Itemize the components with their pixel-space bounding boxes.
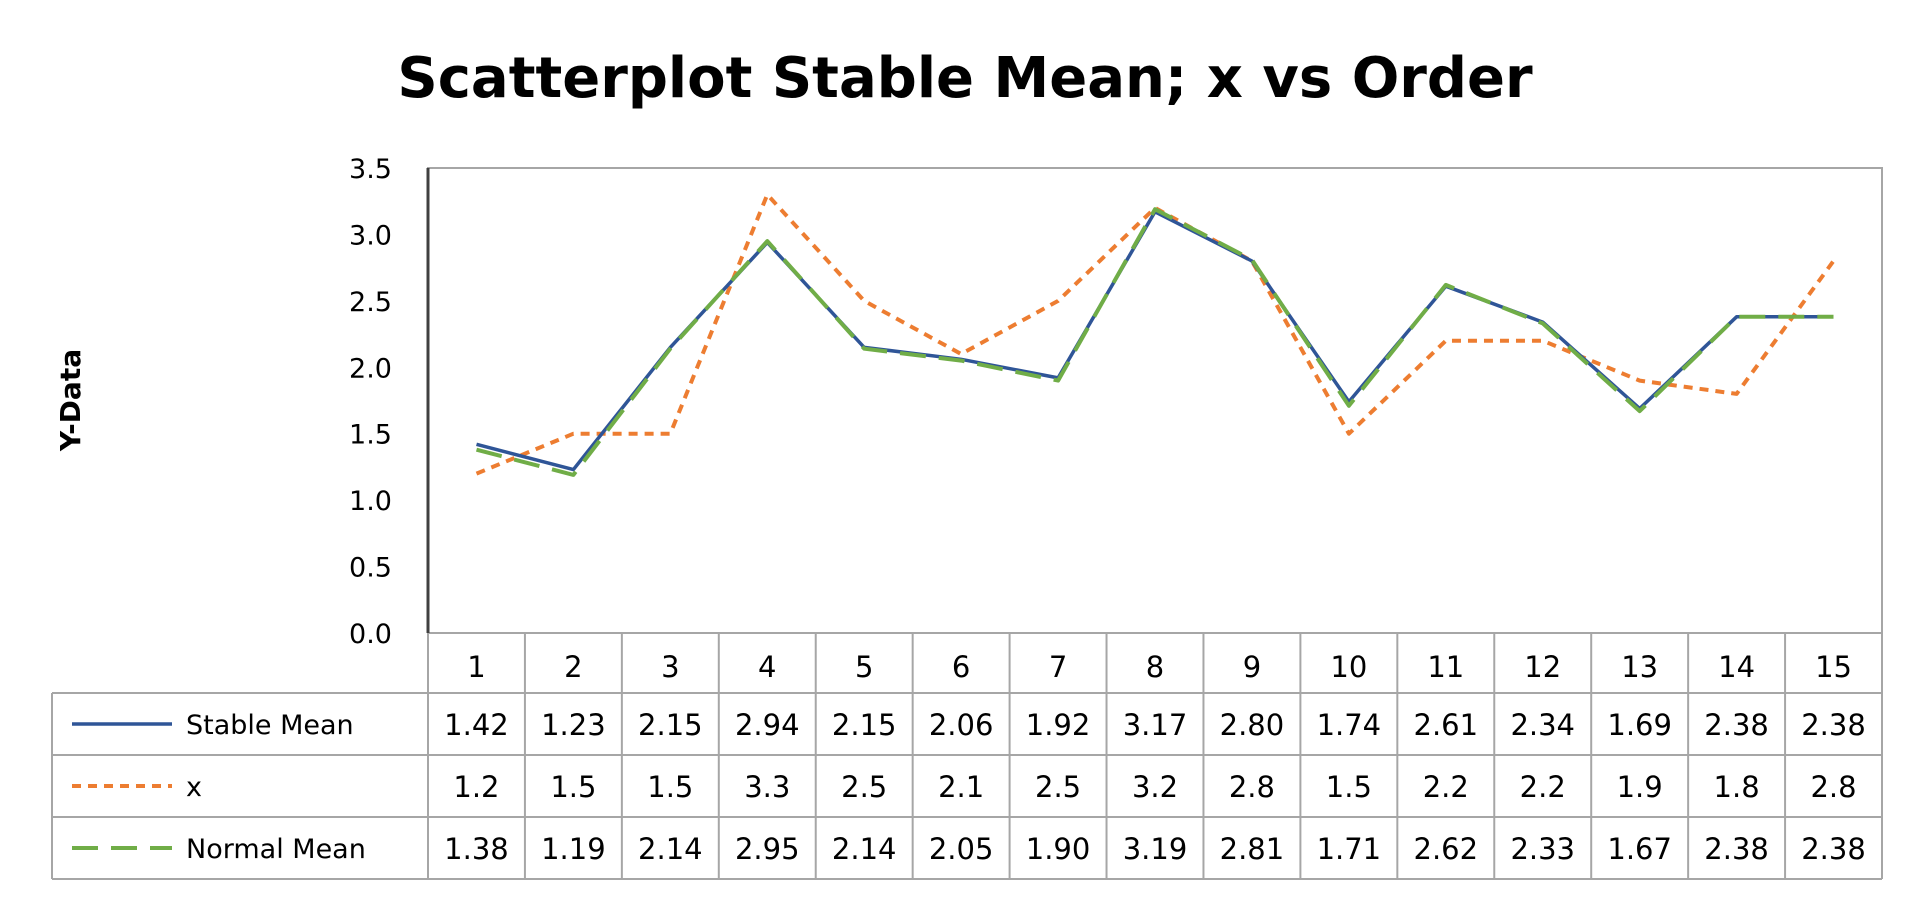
data-label: 3.3 [744, 770, 790, 804]
series-line-x [475, 192, 1836, 476]
data-label: 2.81 [1220, 832, 1285, 866]
data-label: 1.2 [453, 770, 499, 804]
data-label: 1.74 [1317, 708, 1382, 742]
legend-label: Stable Mean [186, 710, 354, 741]
data-label: 2.38 [1801, 832, 1866, 866]
data-label: 3.17 [1123, 708, 1188, 742]
data-label: 2.80 [1220, 708, 1285, 742]
y-tick-label: 3.5 [349, 154, 392, 185]
data-label: 1.42 [444, 708, 509, 742]
data-label: 2.1 [938, 770, 984, 804]
legend-label: Normal Mean [186, 834, 366, 865]
data-label: 1.71 [1317, 832, 1382, 866]
y-tick-label: 2.0 [349, 353, 392, 384]
y-tick-label: 1.5 [349, 420, 392, 451]
x-tick-label: 7 [1049, 650, 1067, 684]
data-label: 2.38 [1801, 708, 1866, 742]
plot-area [426, 167, 1883, 634]
y-tick-label: 0.5 [349, 553, 392, 584]
x-tick-label: 3 [661, 650, 679, 684]
data-label: 2.14 [638, 832, 703, 866]
x-tick-label: 4 [758, 650, 776, 684]
x-tick-label: 1 [467, 650, 485, 684]
x-tick-label: 5 [855, 650, 873, 684]
data-label: 2.61 [1414, 708, 1479, 742]
x-tick-label: 14 [1718, 650, 1755, 684]
x-tick-label: 9 [1243, 650, 1261, 684]
data-label: 2.95 [735, 832, 800, 866]
data-label: 2.34 [1510, 708, 1575, 742]
y-tick-label: 1.0 [349, 486, 392, 517]
plot-border [427, 167, 1883, 634]
data-label: 1.38 [444, 832, 509, 866]
data-label: 1.9 [1617, 770, 1663, 804]
data-label: 2.15 [832, 708, 897, 742]
y-tick-label: 3.0 [349, 220, 392, 251]
data-label: 2.14 [832, 832, 897, 866]
data-label: 1.5 [1326, 770, 1372, 804]
data-label: 1.69 [1607, 708, 1672, 742]
y-axis-ticks: 0.0 0.5 1.0 1.5 2.0 2.5 3.0 3.5 [349, 154, 392, 650]
x-tick-label: 10 [1330, 650, 1367, 684]
series-line-stable-mean [476, 210, 1834, 472]
y-tick-label: 2.5 [349, 287, 392, 318]
series-lines [475, 192, 1836, 477]
x-tick-label: 15 [1815, 650, 1852, 684]
x-tick-label: 12 [1524, 650, 1561, 684]
data-label: 2.15 [638, 708, 703, 742]
x-tick-label: 11 [1427, 650, 1464, 684]
data-label: 1.92 [1026, 708, 1091, 742]
data-label: 1.90 [1026, 832, 1091, 866]
data-label: 1.5 [550, 770, 596, 804]
data-label: 3.2 [1132, 770, 1178, 804]
data-label: 2.06 [929, 708, 994, 742]
data-label: 2.62 [1414, 832, 1479, 866]
data-label: 2.33 [1510, 832, 1575, 866]
data-label: 2.38 [1704, 708, 1769, 742]
data-label: 1.19 [541, 832, 606, 866]
x-tick-label: 8 [1146, 650, 1164, 684]
x-tick-label: 13 [1621, 650, 1658, 684]
data-label: 2.5 [1035, 770, 1081, 804]
data-label: 1.5 [647, 770, 693, 804]
data-label: 2.2 [1423, 770, 1469, 804]
chart-title: Scatterplot Stable Mean; x vs Order [397, 46, 1533, 111]
data-label: 2.8 [1229, 770, 1275, 804]
data-label: 2.8 [1810, 770, 1856, 804]
legend-label: x [186, 772, 202, 803]
data-label: 2.94 [735, 708, 800, 742]
data-label: 2.38 [1704, 832, 1769, 866]
x-tick-label: 2 [564, 650, 582, 684]
x-tick-label: 6 [952, 650, 970, 684]
data-label: 2.05 [929, 832, 994, 866]
data-label: 3.19 [1123, 832, 1188, 866]
data-label: 2.5 [841, 770, 887, 804]
data-label: 1.8 [1714, 770, 1760, 804]
y-tick-label: 0.0 [349, 619, 392, 650]
data-label: 2.2 [1520, 770, 1566, 804]
series-line-normal-mean [475, 207, 1834, 477]
y-axis-label: Y-Data [54, 349, 87, 452]
data-label: 1.67 [1607, 832, 1672, 866]
data-label: 1.23 [541, 708, 606, 742]
